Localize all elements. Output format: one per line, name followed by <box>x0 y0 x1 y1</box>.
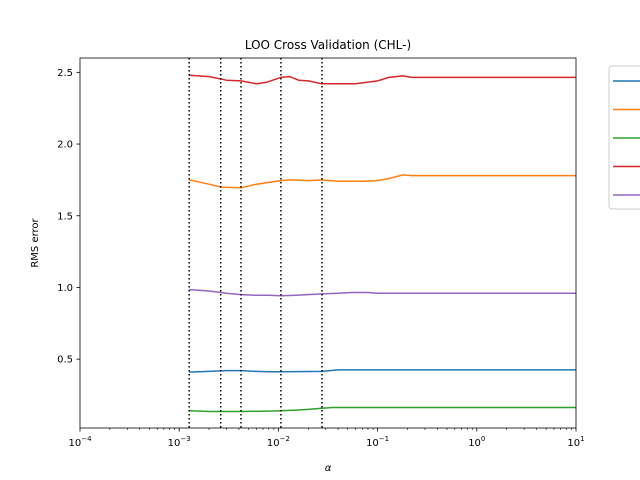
x-axis-label: α <box>325 463 332 474</box>
x-tick-label-5: 100 <box>468 435 485 449</box>
y-tick-label-5: 2.5 <box>57 68 73 79</box>
legend <box>608 65 640 210</box>
x-tick-label-2: 10−3 <box>168 435 191 449</box>
y-axis-label: RMS error <box>30 217 41 267</box>
chart-title: LOO Cross Validation (CHL-) <box>245 38 411 52</box>
x-tick-label-4: 10−1 <box>366 435 389 449</box>
x-tick-label-3: 10−2 <box>267 435 290 449</box>
x-tick-label-1: 10−4 <box>68 435 92 449</box>
plot-area <box>188 58 576 428</box>
series-line-2 <box>189 174 576 189</box>
series-line-1 <box>189 369 576 373</box>
x-tick-label-6: 101 <box>567 435 584 449</box>
series-line-4 <box>189 74 576 85</box>
series-line-5 <box>189 288 576 297</box>
y-tick-label-1: 0.5 <box>57 355 73 366</box>
y-tick-label-2: 1.0 <box>57 283 73 294</box>
axis-ticks: 10−4 10−3 10−2 10−1 100 101 0.5 1.0 1.5 2.0 2.5 <box>57 68 585 449</box>
y-tick-label-3: 1.5 <box>57 211 73 222</box>
plot-frame <box>79 57 577 429</box>
y-tick-label-4: 2.0 <box>57 140 73 151</box>
